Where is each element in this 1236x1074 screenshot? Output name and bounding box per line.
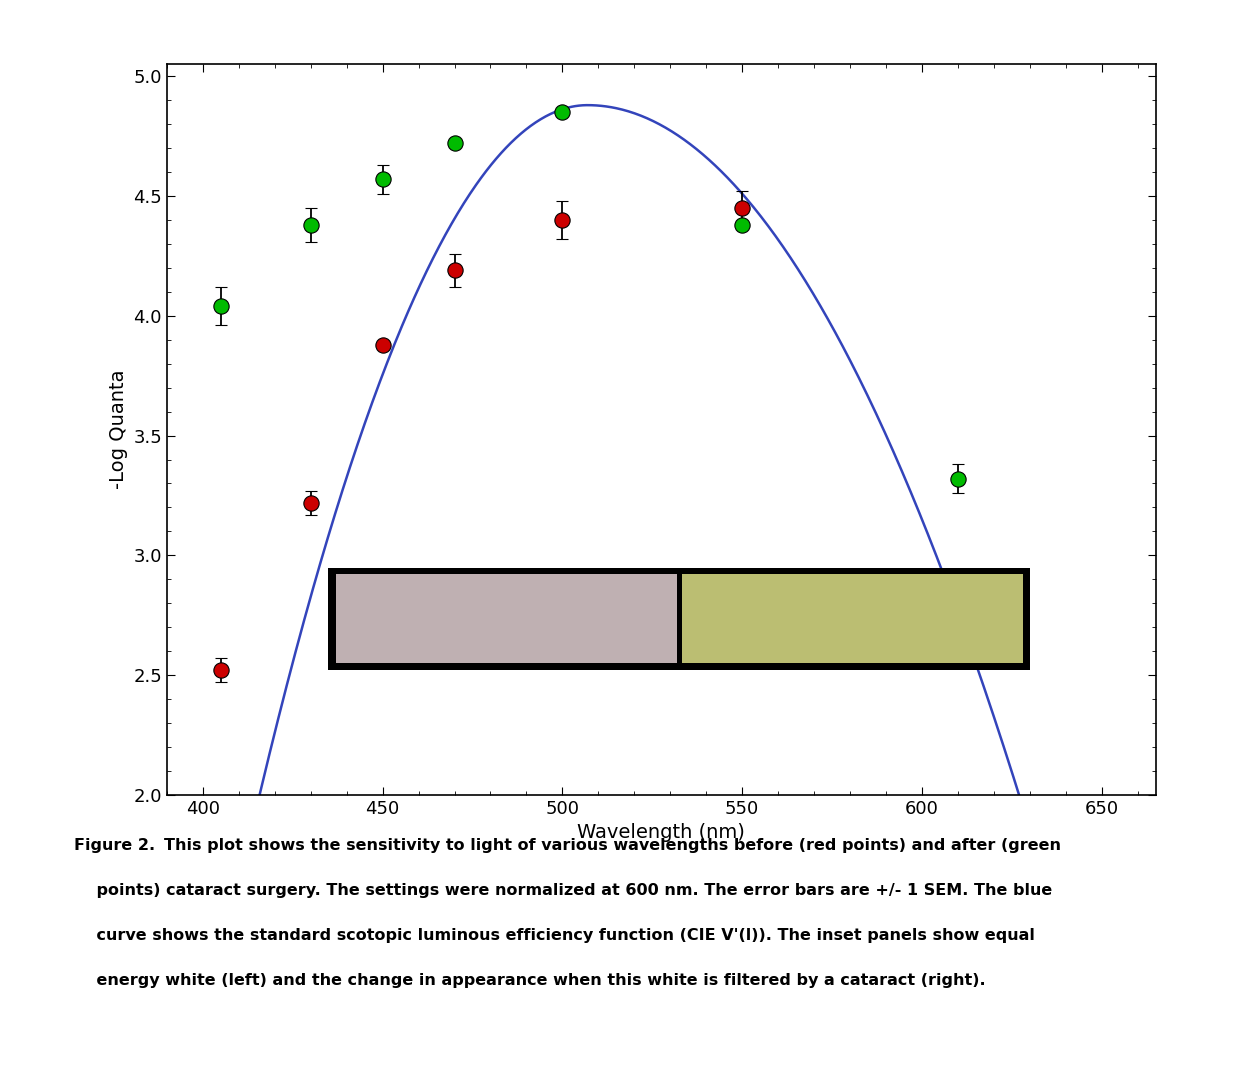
Text: Figure 2.: Figure 2. [74, 838, 161, 853]
X-axis label: Wavelength (nm): Wavelength (nm) [577, 823, 745, 842]
Text: This plot shows the sensitivity to light of various wavelengths before (red poin: This plot shows the sensitivity to light… [164, 838, 1062, 853]
Y-axis label: -Log Quanta: -Log Quanta [109, 369, 127, 490]
Text: points) cataract surgery. The settings were normalized at 600 nm. The error bars: points) cataract surgery. The settings w… [74, 883, 1052, 898]
Text: energy white (left) and the change in appearance when this white is filtered by : energy white (left) and the change in ap… [74, 973, 986, 988]
Text: curve shows the standard scotopic luminous efficiency function (CIE V'(l)). The : curve shows the standard scotopic lumino… [74, 928, 1035, 943]
